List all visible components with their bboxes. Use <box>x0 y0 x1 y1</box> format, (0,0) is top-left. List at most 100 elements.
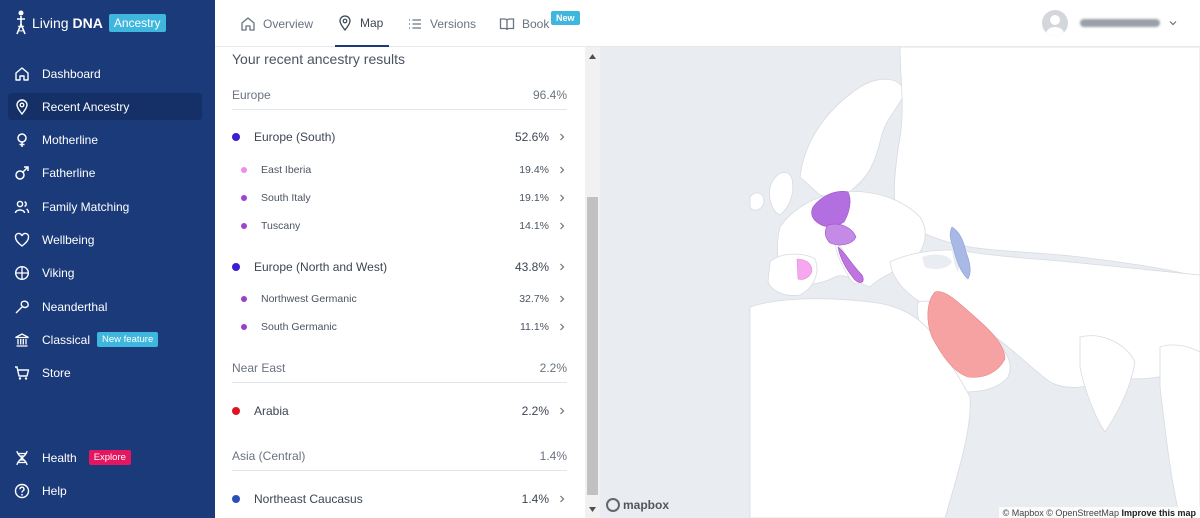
panel-scrollbar[interactable] <box>585 47 600 518</box>
population-name: Northeast Caucasus <box>254 492 363 506</box>
chevron-right-icon <box>560 166 565 174</box>
panel-title: Your recent ancestry results <box>232 51 406 67</box>
sidebar-item-label: Motherline <box>42 133 99 148</box>
map-highlight-east-iberia[interactable] <box>796 258 813 280</box>
mapbox-logo-icon <box>606 498 620 512</box>
improve-map-link[interactable]: Improve this map <box>1121 508 1196 518</box>
map-highlight-northeast-caucasus[interactable] <box>949 226 971 280</box>
population-name: Europe (South) <box>254 130 336 144</box>
ancestry-results-panel: Your recent ancestry results Europe 96.4… <box>215 47 585 518</box>
sidebar-item-dashboard[interactable]: Dashboard <box>8 60 202 87</box>
sidebar-item-label: Dashboard <box>42 66 101 81</box>
population-row-arabia[interactable]: Arabia 2.2% <box>232 397 567 425</box>
tab-map[interactable]: Map <box>335 0 390 47</box>
avatar <box>1042 10 1068 36</box>
population-name: South Germanic <box>261 321 337 333</box>
neanderthal-tool-icon <box>14 299 30 315</box>
subpopulation-row-tuscany[interactable]: Tuscany 14.1% <box>232 212 567 240</box>
map-land-britain <box>769 171 794 216</box>
attribution-text[interactable]: © Mapbox © OpenStreetMap <box>1002 508 1119 518</box>
region-percent: 1.4% <box>539 448 567 463</box>
map-highlight-arabia[interactable] <box>927 291 1006 378</box>
user-menu[interactable] <box>1042 10 1178 36</box>
scroll-down-arrow-icon[interactable] <box>585 502 600 516</box>
map-pin-icon <box>14 99 30 115</box>
home-icon <box>241 16 255 31</box>
home-icon <box>14 66 30 82</box>
population-percent: 52.6% <box>514 130 549 144</box>
temple-icon <box>14 332 30 348</box>
list-icon <box>409 18 421 29</box>
brand-name: Living DNA <box>32 15 103 31</box>
map-highlight-northwest-germanic[interactable] <box>811 191 851 227</box>
color-dot <box>241 167 247 173</box>
sidebar-item-help[interactable]: Help <box>8 477 202 504</box>
cart-icon <box>14 365 30 381</box>
subpopulation-row-northwest-germanic[interactable]: Northwest Germanic 32.7% <box>232 285 567 313</box>
population-row-northeast-caucasus[interactable]: Northeast Caucasus 1.4% <box>232 485 567 513</box>
tab-overview[interactable]: Overview <box>240 0 313 47</box>
map-land-southeast-asia <box>1159 344 1200 518</box>
sidebar-nav: Dashboard Recent Ancestry Motherline Fat… <box>8 60 202 393</box>
explore-badge[interactable]: Explore <box>88 450 131 465</box>
sidebar-item-store[interactable]: Store <box>8 360 202 387</box>
new-feature-badge: New feature <box>97 332 159 348</box>
tab-label: Map <box>360 15 384 30</box>
sidebar-item-wellbeing[interactable]: Wellbeing <box>8 226 202 253</box>
sidebar-item-label: Recent Ancestry <box>42 99 130 114</box>
map-canvas[interactable] <box>600 47 1200 518</box>
color-dot <box>232 133 240 141</box>
sidebar-item-viking[interactable]: Viking <box>8 260 202 287</box>
scrollbar-thumb[interactable] <box>587 197 598 495</box>
brand-logo[interactable]: Living DNA Ancestry <box>14 10 166 36</box>
tab-book[interactable]: Book <box>499 0 549 47</box>
population-percent: 11.1% <box>520 321 549 333</box>
population-percent: 43.8% <box>514 260 549 274</box>
scroll-up-arrow-icon[interactable] <box>585 49 600 63</box>
chevron-right-icon <box>560 194 565 202</box>
population-name: Northwest Germanic <box>261 293 357 305</box>
question-circle-icon <box>14 483 30 499</box>
chevron-down-icon <box>1169 21 1177 26</box>
subpopulation-row-east-iberia[interactable]: East Iberia 19.4% <box>232 156 567 184</box>
living-dna-logo-icon <box>16 10 26 35</box>
sidebar-item-label: Wellbeing <box>42 232 95 247</box>
region-row-near-east: Near East 2.2% <box>232 353 567 383</box>
region-row-asia-central: Asia (Central) 1.4% <box>232 441 567 471</box>
tab-label: Overview <box>263 16 314 31</box>
top-tab-bar: Overview Map Versions Book New <box>215 0 1200 47</box>
population-row-europe-north-west[interactable]: Europe (North and West) 43.8% <box>232 253 567 281</box>
sidebar-item-fatherline[interactable]: Fatherline <box>8 160 202 187</box>
sidebar-item-neanderthal[interactable]: Neanderthal <box>8 293 202 320</box>
population-percent: 2.2% <box>521 404 549 418</box>
sidebar-item-health[interactable]: Health Explore <box>8 444 202 471</box>
color-dot <box>232 495 240 503</box>
book-icon <box>499 17 515 30</box>
map-highlight-south-germanic[interactable] <box>824 223 857 246</box>
chevron-right-icon <box>560 407 565 415</box>
viking-shield-icon <box>14 265 30 281</box>
mapbox-logo[interactable]: mapbox <box>606 498 669 512</box>
population-name: Europe (North and West) <box>254 260 388 274</box>
sidebar-item-recent-ancestry[interactable]: Recent Ancestry <box>8 93 202 121</box>
region-percent: 96.4% <box>532 87 567 102</box>
sidebar-item-classical[interactable]: Classical New feature <box>8 326 202 353</box>
sidebar-item-motherline[interactable]: Motherline <box>8 127 202 154</box>
region-percent: 2.2% <box>539 360 567 375</box>
ancestry-map[interactable]: mapbox © Mapbox © OpenStreetMap Improve … <box>600 47 1200 518</box>
dna-icon <box>14 450 30 466</box>
color-dot <box>232 263 240 271</box>
subpopulation-row-south-germanic[interactable]: South Germanic 11.1% <box>232 313 567 341</box>
tab-label: Book <box>522 16 550 31</box>
population-row-europe-south[interactable]: Europe (South) 52.6% <box>232 123 567 151</box>
heart-icon <box>14 232 30 248</box>
chevron-right-icon <box>560 295 565 303</box>
chevron-right-icon <box>560 133 565 141</box>
chevron-right-icon <box>560 222 565 230</box>
sidebar-item-label: Health <box>42 450 77 465</box>
subpopulation-row-south-italy[interactable]: South Italy 19.1% <box>232 184 567 212</box>
map-highlight-south-italy[interactable] <box>837 246 864 283</box>
color-dot <box>241 223 247 229</box>
sidebar-item-family-matching[interactable]: Family Matching <box>8 193 202 220</box>
tab-versions[interactable]: Versions <box>407 0 476 47</box>
